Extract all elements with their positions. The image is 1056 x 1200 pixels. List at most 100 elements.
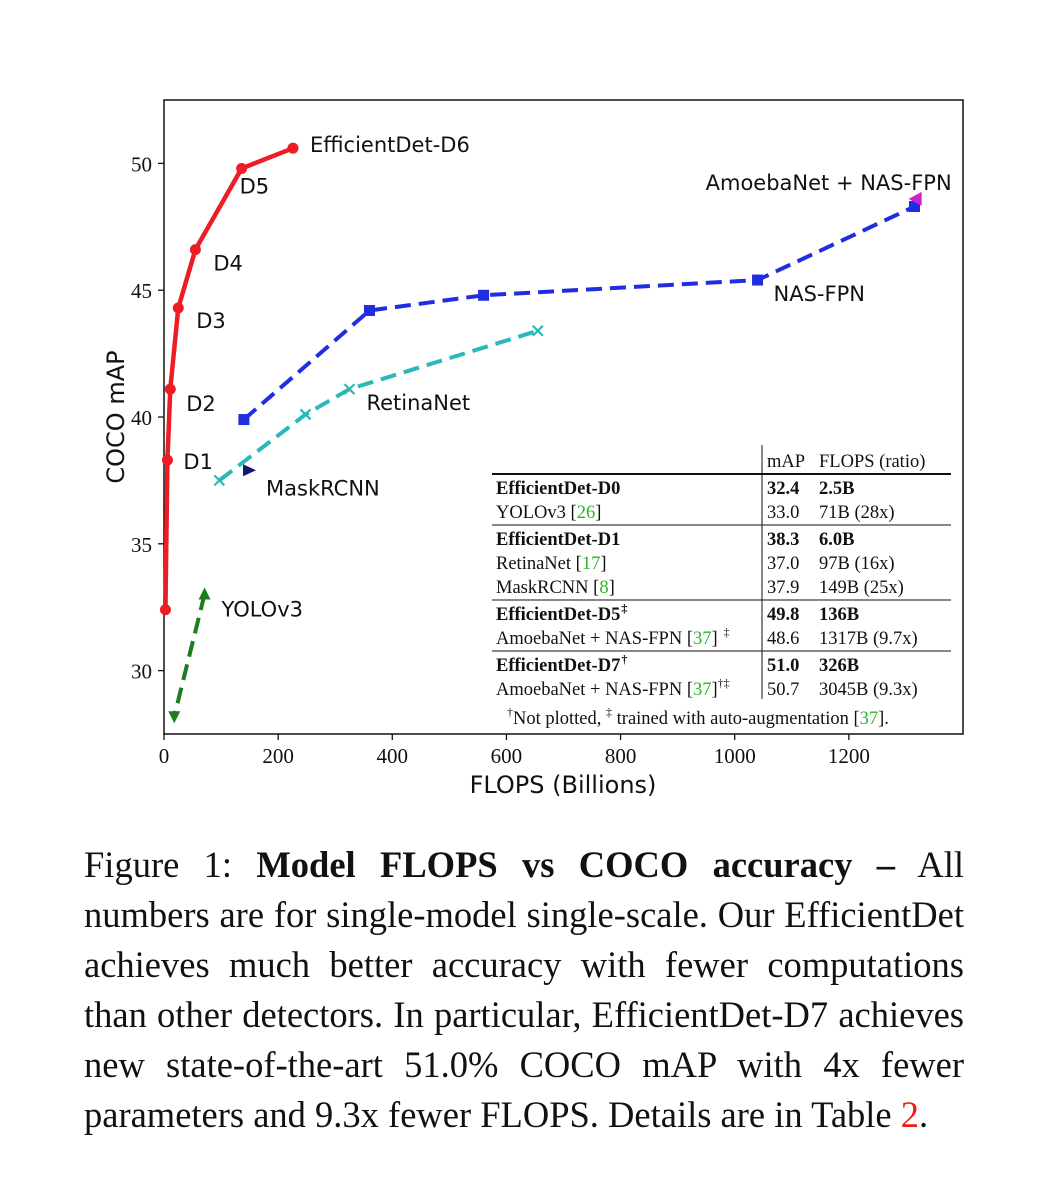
citation-link[interactable]: 37 bbox=[693, 680, 712, 700]
point-label-d1: D1 bbox=[183, 450, 213, 474]
table-cell-flops: 1317B (9.7x) bbox=[819, 629, 918, 649]
point-label-d5: D5 bbox=[240, 174, 270, 198]
data-point-nas-fpn bbox=[363, 304, 375, 316]
table-cell-model: MaskRCNN [8] bbox=[496, 578, 615, 598]
citation-link[interactable]: 26 bbox=[577, 503, 596, 523]
x-tick-label: 200 bbox=[262, 744, 294, 768]
table-row: AmoebaNet + NAS-FPN [37]†‡ 50.7 3045B (9.3… bbox=[496, 676, 918, 700]
data-point-efficientdet bbox=[189, 244, 201, 256]
table-row: MaskRCNN [8] 37.9 149B (25x) bbox=[496, 578, 904, 598]
caption-end: . bbox=[919, 1094, 929, 1135]
table-cell-flops: 2.5B bbox=[819, 479, 854, 499]
data-point-retinanet bbox=[299, 408, 312, 421]
series-nas-fpn: NAS-FPN bbox=[238, 201, 920, 426]
inset-table: mAP FLOPS (ratio) EfficientDet-D0 32.4 2.5B Y… bbox=[492, 445, 951, 729]
table-cell-map: 51.0 bbox=[767, 656, 799, 676]
table-footnote: †Not plotted, ‡ trained with auto-augmen… bbox=[507, 705, 889, 729]
table-cell-model: EfficientDet-D5‡ bbox=[496, 601, 627, 625]
series-line-retinanet bbox=[218, 328, 539, 482]
table-cell-map: 50.7 bbox=[767, 680, 799, 700]
table-cell-map: 48.6 bbox=[767, 629, 799, 649]
table-cell-flops: 71B (28x) bbox=[819, 503, 895, 523]
table-cell-model: AmoebaNet + NAS-FPN [37] ‡ bbox=[496, 625, 730, 649]
citation-link[interactable]: 8 bbox=[599, 578, 608, 598]
table-row: EfficientDet-D1 38.3 6.0B bbox=[496, 530, 854, 550]
series-line-yolov3 bbox=[172, 594, 207, 717]
data-point-efficientdet bbox=[161, 454, 173, 466]
y-axis-label: COCO mAP bbox=[102, 350, 130, 483]
table-row: YOLOv3 [26] 33.0 71B (28x) bbox=[496, 503, 895, 523]
table-cell-flops: 136B bbox=[819, 605, 859, 625]
data-point-nas-fpn bbox=[478, 289, 490, 301]
point-label-amoebanet-nas-fpn: AmoebaNet + NAS-FPN bbox=[706, 171, 952, 195]
data-point-yolov3 bbox=[198, 587, 211, 600]
point-label-efficientdet-d6: EfficientDet-D6 bbox=[310, 133, 470, 157]
y-tick-label: 40 bbox=[131, 406, 152, 430]
table-header-map: mAP bbox=[767, 452, 805, 472]
table-cell-flops: 326B bbox=[819, 656, 859, 676]
y-tick-label: 45 bbox=[131, 279, 152, 303]
point-label-d2: D2 bbox=[186, 392, 216, 416]
data-point-retinanet bbox=[213, 474, 226, 487]
data-point-efficientdet bbox=[236, 162, 248, 174]
x-tick-label: 600 bbox=[491, 744, 523, 768]
y-axis-ticks: 30 35 40 45 50 bbox=[131, 152, 164, 684]
series-layer: D1 D2 D3 D4 D5 EfficientDet-D6 NAS-FPN RetinaNe… bbox=[159, 133, 952, 724]
point-label-retinanet: RetinaNet bbox=[366, 391, 470, 415]
table-cell-map: 37.9 bbox=[767, 578, 799, 598]
series-amoebanet-nas-fpn: AmoebaNet + NAS-FPN bbox=[706, 171, 952, 206]
caption-prefix: Figure 1: bbox=[84, 844, 257, 885]
caption-table-ref[interactable]: 2 bbox=[900, 1094, 920, 1135]
table-row: EfficientDet-D0 32.4 2.5B bbox=[496, 479, 854, 499]
series-line-nas-fpn bbox=[242, 204, 916, 422]
x-axis-ticks: 0 200 400 600 800 1000 1200 bbox=[159, 734, 870, 768]
point-label-maskrcnn: MaskRCNN bbox=[266, 476, 380, 500]
x-tick-label: 1000 bbox=[714, 744, 756, 768]
data-point-nas-fpn bbox=[238, 414, 250, 426]
table-cell-map: 32.4 bbox=[767, 479, 799, 499]
table-cell-flops: 6.0B bbox=[819, 530, 854, 550]
series-retinanet: RetinaNet bbox=[213, 324, 544, 487]
x-axis-label: FLOPS (Billions) bbox=[470, 771, 657, 799]
y-tick-label: 30 bbox=[131, 660, 152, 684]
point-label-d4: D4 bbox=[213, 252, 243, 276]
data-point-nas-fpn bbox=[752, 274, 764, 286]
table-cell-map: 37.0 bbox=[767, 554, 799, 574]
table-row: RetinaNet [17] 37.0 97B (16x) bbox=[496, 554, 895, 574]
table-row: EfficientDet-D5‡ 49.8 136B bbox=[496, 601, 859, 625]
table-cell-flops: 3045B (9.3x) bbox=[819, 680, 918, 700]
citation-link[interactable]: 37 bbox=[693, 629, 712, 649]
point-label-d3: D3 bbox=[196, 309, 226, 333]
series-yolov3: YOLOv3 bbox=[168, 587, 303, 724]
table-header-flops: FLOPS (ratio) bbox=[819, 452, 925, 472]
table-cell-model: EfficientDet-D1 bbox=[496, 530, 620, 550]
table-row: AmoebaNet + NAS-FPN [37] ‡ 48.6 1317B (9.7x… bbox=[496, 625, 918, 649]
table-cell-model: YOLOv3 [26] bbox=[496, 503, 601, 523]
data-point-efficientdet bbox=[172, 302, 184, 314]
data-point-efficientdet bbox=[159, 604, 171, 616]
series-maskrcnn: MaskRCNN bbox=[243, 464, 380, 500]
table-cell-flops: 97B (16x) bbox=[819, 554, 895, 574]
x-tick-label: 800 bbox=[605, 744, 637, 768]
x-tick-label: 1200 bbox=[828, 744, 870, 768]
table-cell-model: EfficientDet-D7† bbox=[496, 652, 627, 676]
data-point-efficientdet bbox=[287, 142, 299, 154]
table-row: EfficientDet-D7† 51.0 326B bbox=[496, 652, 859, 676]
data-point-maskrcnn bbox=[243, 464, 257, 477]
data-point-amoebanet-nas-fpn bbox=[908, 191, 922, 206]
x-tick-label: 0 bbox=[159, 744, 170, 768]
series-line-efficientdet bbox=[163, 146, 294, 610]
table-cell-map: 49.8 bbox=[767, 605, 799, 625]
data-point-nas-fpn bbox=[908, 201, 920, 213]
caption-text: All numbers are for single-model single-… bbox=[84, 844, 965, 1135]
data-point-retinanet bbox=[532, 324, 544, 337]
series-efficientdet: D1 D2 D3 D4 D5 EfficientDet-D6 bbox=[159, 133, 470, 616]
y-tick-label: 50 bbox=[131, 152, 152, 176]
table-cell-map: 33.0 bbox=[767, 503, 799, 523]
table-cell-map: 38.3 bbox=[767, 530, 799, 550]
data-point-efficientdet bbox=[164, 383, 176, 395]
caption-title: Model FLOPS vs COCO accuracy – bbox=[256, 844, 896, 885]
citation-link[interactable]: 17 bbox=[582, 554, 601, 574]
data-point-yolov3 bbox=[168, 711, 181, 724]
